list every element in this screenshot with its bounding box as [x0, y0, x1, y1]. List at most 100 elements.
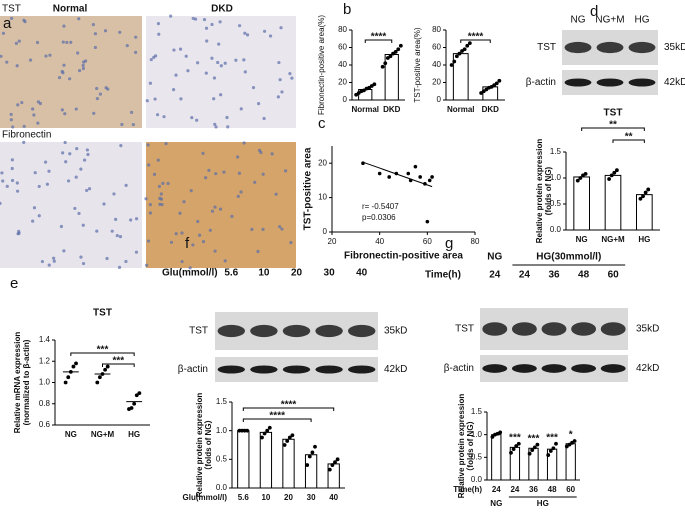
blot-band: [250, 324, 278, 338]
point: [333, 460, 337, 465]
bar: [304, 454, 318, 489]
nucleus: [14, 41, 18, 45]
nucleus: [131, 123, 135, 127]
nucleus: [146, 239, 151, 243]
nucleus: [124, 183, 128, 188]
nucleus: [36, 121, 40, 125]
nucleus: [63, 112, 67, 116]
nucleus: [74, 175, 78, 179]
point: [530, 448, 535, 452]
point: [575, 178, 580, 183]
nucleus: [77, 68, 82, 73]
y-tick-label: 0.0: [550, 225, 562, 234]
x-tick-label: 30: [307, 493, 316, 502]
bar: [565, 443, 576, 481]
x-tick-label: Normal: [351, 105, 379, 114]
point: [285, 439, 290, 443]
nucleus: [73, 206, 77, 211]
nucleus: [15, 189, 20, 193]
y-tick-label: 60: [432, 43, 441, 52]
nucleus: [84, 59, 88, 63]
panel-letter: b: [343, 1, 351, 18]
y-axis-title: Relative protein expression: [457, 394, 466, 499]
nucleus: [186, 69, 190, 73]
nucleus: [1, 31, 6, 35]
nucleus: [191, 243, 195, 247]
point: [335, 457, 340, 462]
point: [465, 43, 470, 48]
nucleus: [280, 90, 284, 94]
nucleus: [92, 111, 96, 115]
nucleus: [40, 259, 45, 264]
nucleus: [245, 33, 250, 37]
y-axis-title: Fibronectin-positive area(%): [317, 15, 326, 115]
nucleus: [32, 113, 36, 117]
nucleus: [61, 151, 65, 155]
nucleus: [144, 263, 149, 267]
nucleus: [134, 50, 138, 54]
point: [396, 47, 401, 52]
nucleus: [22, 124, 26, 128]
nucleus: [112, 192, 116, 196]
blot-band: [628, 41, 656, 54]
point: [380, 64, 385, 69]
nucleus: [102, 202, 106, 206]
nucleus: [146, 143, 150, 147]
point: [511, 447, 516, 452]
point: [527, 451, 532, 456]
x-tick-label: HG: [638, 235, 650, 244]
bracket-label: ***: [112, 356, 124, 367]
bracket: [102, 363, 135, 367]
nucleus: [262, 29, 267, 33]
point: [418, 175, 422, 179]
bar: [604, 174, 622, 231]
y-tick-label: 1.0: [39, 378, 51, 387]
blot-band: [564, 78, 592, 87]
nucleus: [47, 263, 51, 267]
y-tick-label: 1.0: [550, 173, 562, 182]
y-axis-title: （folds of NG）: [203, 415, 213, 474]
nucleus: [47, 169, 51, 173]
blot-band: [541, 364, 567, 373]
nucleus: [85, 188, 89, 193]
nucleus: [277, 60, 281, 65]
row-label: TST: [2, 4, 21, 15]
nucleus: [193, 17, 198, 21]
point: [643, 190, 648, 195]
nucleus: [259, 150, 263, 155]
nucleus: [1, 179, 5, 183]
nucleus: [81, 66, 86, 71]
nucleus: [104, 86, 108, 90]
nucleus: [60, 69, 64, 74]
nucleus: [158, 202, 162, 206]
nucleus: [218, 207, 223, 211]
point: [129, 406, 134, 410]
nucleus: [179, 97, 183, 101]
chart-title: TST: [93, 308, 112, 319]
nucleus: [288, 72, 292, 76]
y-tick-label: 1.5: [471, 407, 483, 416]
y-tick-label: 1.0: [471, 430, 483, 439]
bracket-label: ****: [371, 32, 387, 43]
nucleus: [134, 250, 139, 254]
nucleus: [129, 218, 133, 222]
point: [454, 54, 459, 59]
bracket-label: ****: [468, 32, 484, 43]
bracket: [364, 39, 393, 43]
point: [572, 439, 577, 443]
nucleus: [234, 58, 238, 62]
point: [327, 467, 332, 472]
point: [383, 61, 388, 66]
blot-band: [282, 324, 311, 338]
nucleus: [239, 190, 243, 194]
nucleus: [82, 158, 87, 162]
nucleus: [22, 140, 26, 144]
point: [330, 463, 335, 467]
y-tick-label: 1.5: [550, 147, 562, 156]
point: [305, 463, 310, 467]
nucleus: [212, 97, 216, 101]
point: [509, 450, 513, 455]
point: [578, 176, 583, 180]
nucleus: [256, 102, 261, 106]
